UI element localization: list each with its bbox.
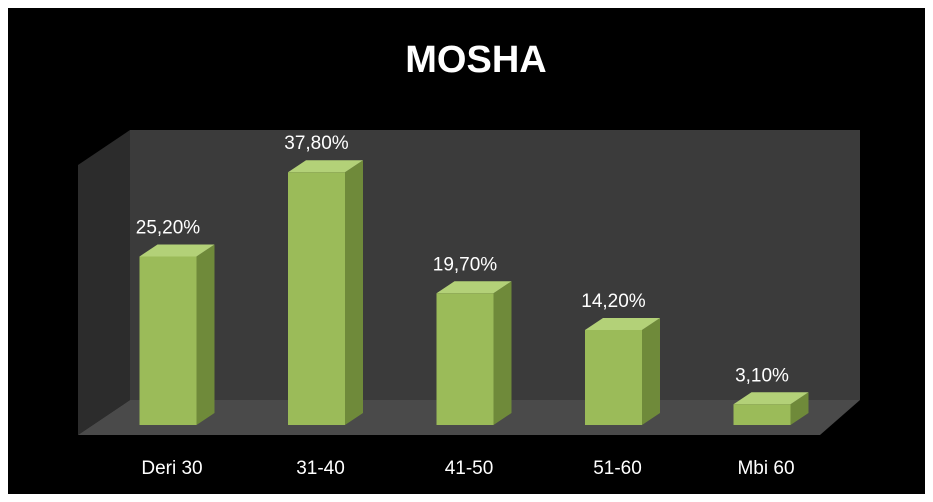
bar-side xyxy=(196,244,215,425)
value-label: 14,20% xyxy=(581,291,646,312)
bar-side xyxy=(642,318,660,425)
x-tick-label: 41-50 xyxy=(445,458,494,479)
side-wall xyxy=(78,130,130,435)
x-tick-label: Mbi 60 xyxy=(737,458,794,479)
bar-side xyxy=(345,160,363,425)
bar xyxy=(288,160,363,425)
bar xyxy=(585,318,660,425)
bar-front xyxy=(288,172,345,425)
bar-side xyxy=(790,392,809,425)
bar-front xyxy=(436,293,494,425)
value-label: 37,80% xyxy=(284,133,349,154)
bar-front xyxy=(585,330,642,425)
x-tick-label: 31-40 xyxy=(296,458,345,479)
bar-front xyxy=(139,256,197,425)
chart-title: MOSHA xyxy=(405,39,546,81)
x-tick-label: Deri 30 xyxy=(141,458,202,479)
value-label: 3,10% xyxy=(735,365,789,386)
x-tick-label: 51-60 xyxy=(593,458,642,479)
bar-front xyxy=(733,404,791,425)
bar-top xyxy=(139,244,215,257)
bar xyxy=(733,392,809,425)
bar-top xyxy=(585,318,660,331)
value-label: 25,20% xyxy=(136,217,201,238)
bar-top xyxy=(733,392,809,405)
bar xyxy=(139,244,215,425)
bar-top xyxy=(436,281,512,294)
bar xyxy=(436,281,512,425)
bar-side xyxy=(493,281,512,425)
value-label: 19,70% xyxy=(433,254,498,275)
bar-top xyxy=(288,160,363,173)
